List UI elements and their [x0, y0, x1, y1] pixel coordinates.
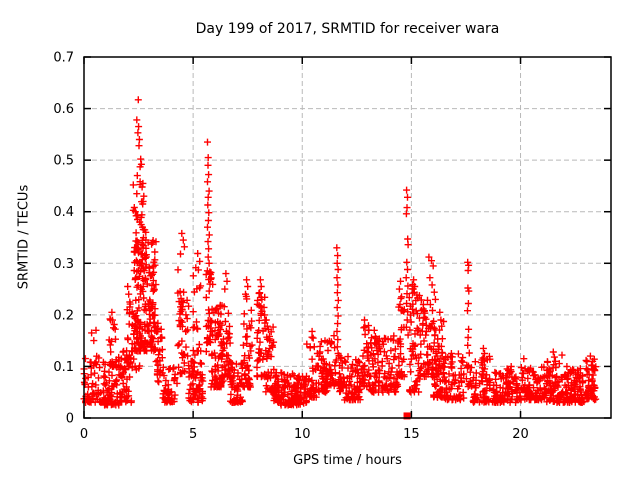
data-point-square — [403, 412, 411, 420]
x-tick-label: 20 — [512, 427, 529, 442]
x-tick-label: 0 — [80, 427, 88, 442]
y-tick-label: 0.5 — [53, 154, 74, 169]
y-tick-label: 0.2 — [53, 308, 74, 323]
x-axis-label: GPS time / hours — [293, 453, 402, 468]
plot-border — [83, 56, 612, 419]
y-tick-label: 0.1 — [53, 360, 74, 375]
y-tick-label: 0.4 — [53, 205, 74, 220]
chart-title: Day 199 of 2017, SRMTID for receiver war… — [195, 21, 500, 37]
x-tick-label: 10 — [294, 427, 311, 442]
x-tick-label: 5 — [189, 427, 197, 442]
data-points — [80, 96, 600, 409]
y-tick-label: 0.7 — [53, 51, 74, 66]
y-tick-label: 0.3 — [53, 257, 74, 272]
x-tick-label: 15 — [403, 427, 420, 442]
y-tick-label: 0 — [66, 412, 74, 427]
y-tick-label: 0.6 — [53, 102, 74, 117]
